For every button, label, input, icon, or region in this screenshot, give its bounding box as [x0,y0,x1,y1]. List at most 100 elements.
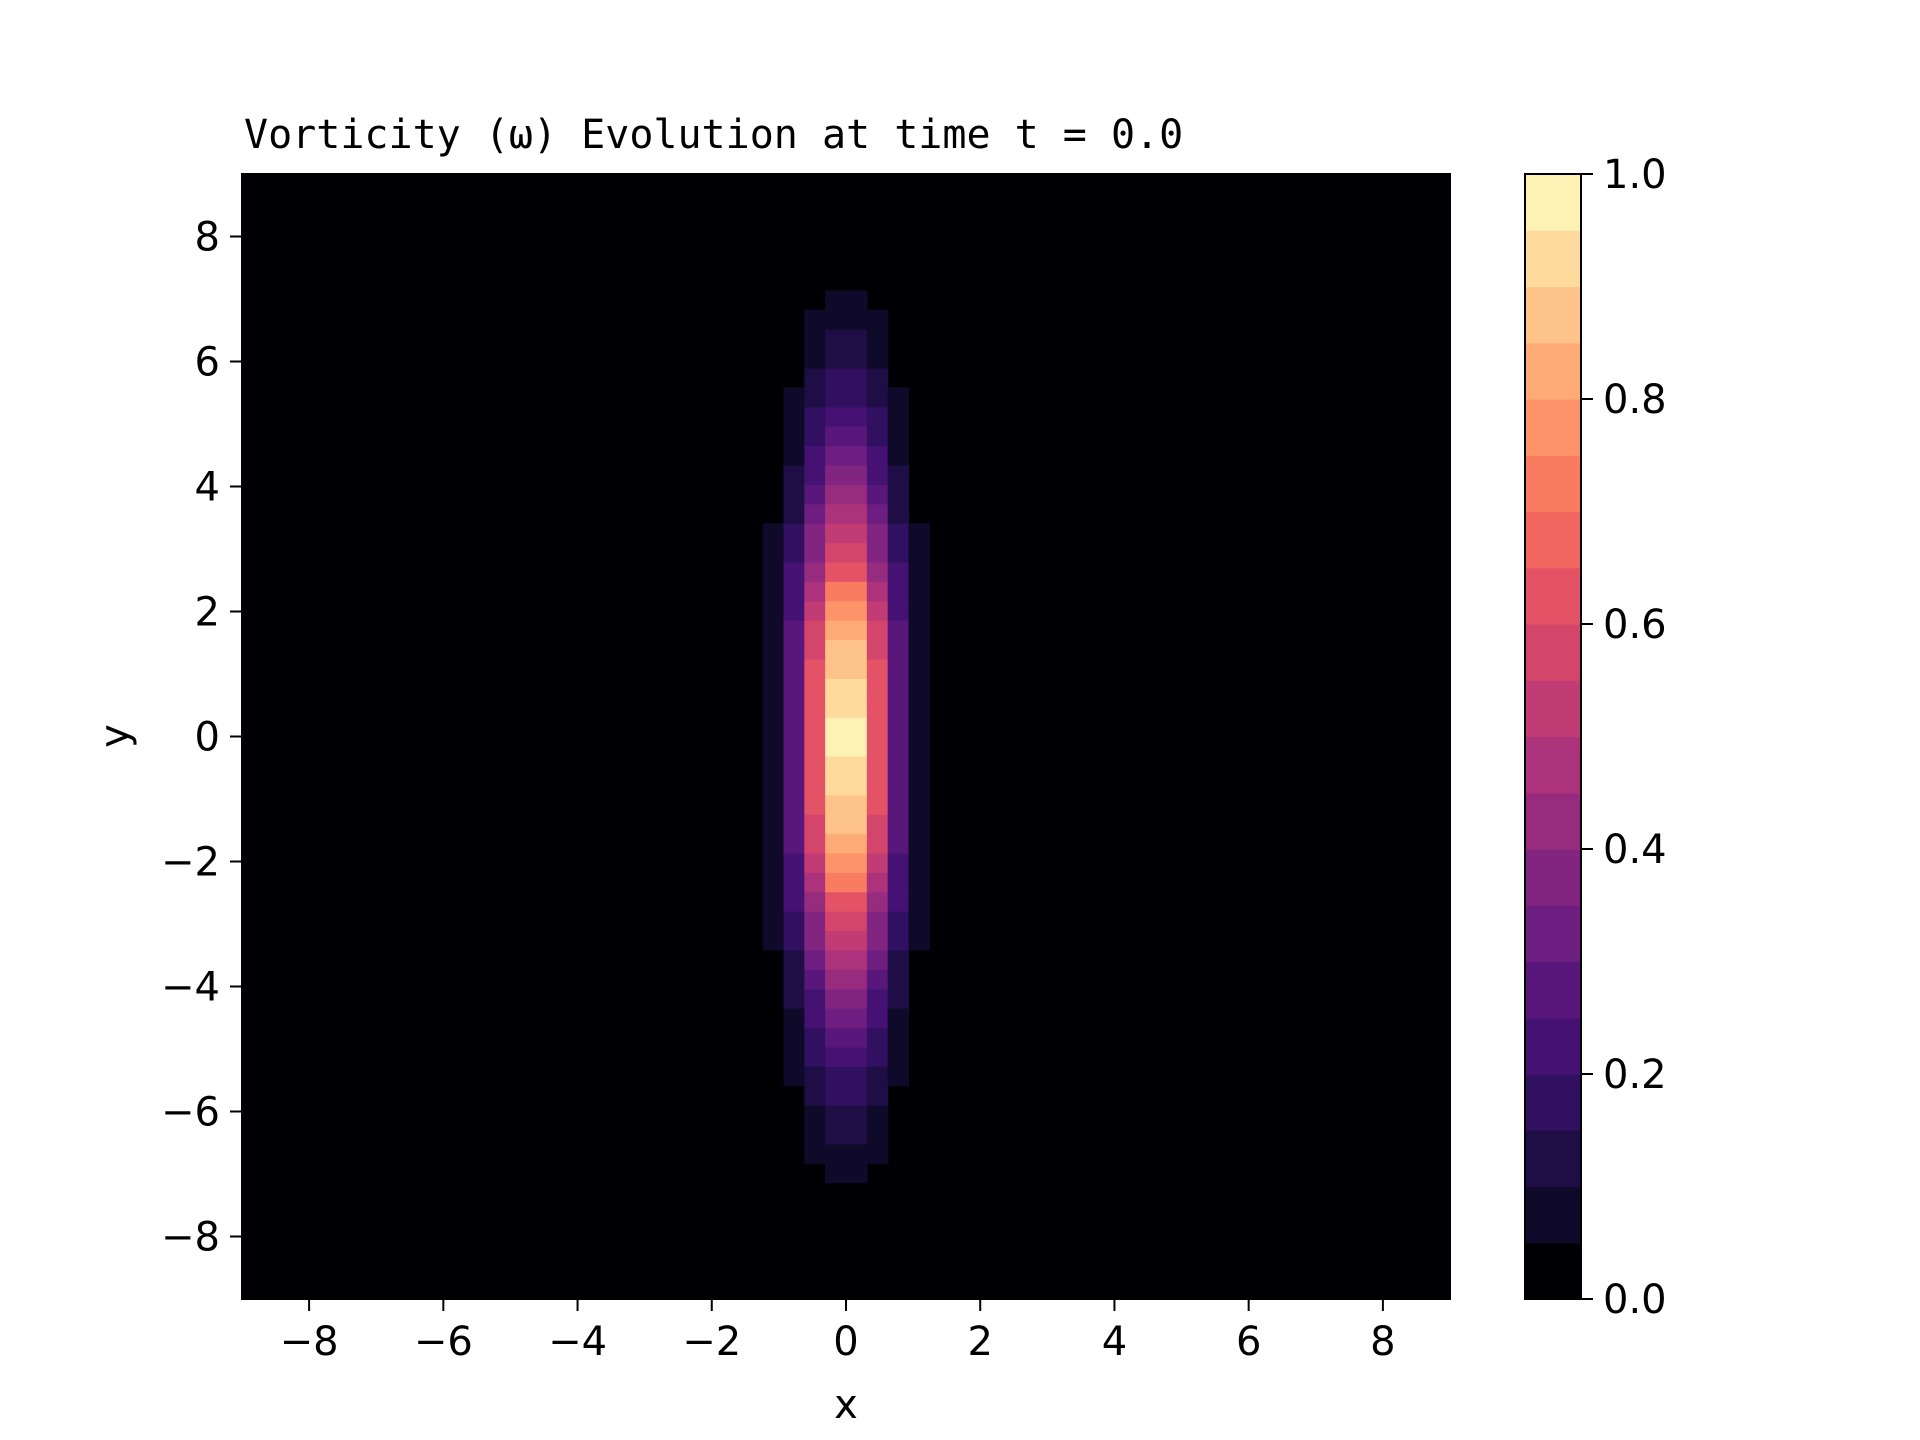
heatmap-cell [846,639,868,660]
heatmap-cell [866,464,889,485]
heatmap-cell [783,852,805,873]
heatmap-cell [887,639,910,660]
heatmap-cell [846,1066,868,1087]
heatmap-cell [866,814,889,835]
heatmap-cell [825,387,847,408]
heatmap-cell [762,736,785,757]
heatmap-cell [825,309,847,330]
heatmap-cell [783,1008,805,1029]
heatmap-cell [783,697,805,718]
colorbar-band [1525,736,1581,794]
heatmap-cell [846,814,868,835]
colorbar-band [1525,624,1581,681]
heatmap-cell [825,736,847,757]
heatmap-cell [887,523,910,544]
heatmap-cell [846,736,868,757]
heatmap-cell [825,872,847,893]
heatmap-cell [825,561,847,582]
heatmap-cell [804,1105,826,1126]
heatmap-cell [887,406,910,427]
heatmap-cell [804,1066,826,1087]
heatmap-cell [804,911,826,932]
heatmap-cell [887,426,910,447]
heatmap-cell [846,775,868,796]
heatmap-cell [783,988,805,1009]
heatmap-cell [846,852,868,873]
heatmap-cell [804,1046,826,1067]
colorbar-band [1525,1186,1581,1244]
heatmap-cell [762,620,785,641]
heatmap-cell [846,426,868,447]
heatmap-cell [783,600,805,621]
heatmap-cell [887,872,910,893]
colorbar-tick-label: 0.2 [1603,1052,1667,1098]
heatmap-cell [783,542,805,563]
heatmap-cell [846,1085,868,1106]
heatmap-cell [825,891,847,912]
heatmap-cell [866,969,889,990]
heatmap-cell [825,678,847,699]
heatmap-cell [846,911,868,932]
heatmap-cell [866,872,889,893]
heatmap-cell [908,523,930,544]
heatmap-cell [846,620,868,641]
y-tick-label: 0 [195,715,220,761]
heatmap-cell [762,755,785,776]
heatmap-cell [762,542,785,563]
heatmap-cell [783,445,805,466]
heatmap-cell [783,717,805,738]
heatmap-cell [783,503,805,524]
heatmap-cell [846,290,868,311]
heatmap-cell [825,988,847,1009]
heatmap-cell [908,581,930,602]
heatmap-cell [887,581,910,602]
heatmap-cell [887,930,910,951]
heatmap-cell [866,523,889,544]
heatmap-cell [866,736,889,757]
colorbar-band [1525,680,1581,738]
heatmap-cell [825,755,847,776]
y-tick-label: −6 [161,1090,220,1136]
heatmap-cell [887,969,910,990]
heatmap-cell [825,620,847,641]
heatmap-cell [762,678,785,699]
y-tick-label: −8 [161,1215,220,1261]
heatmap-cell [887,484,910,505]
chart-title: Vorticity (ω) Evolution at time t = 0.0 [244,112,1183,158]
heatmap-cell [783,775,805,796]
heatmap-cell [783,561,805,582]
heatmap-cell [804,503,826,524]
heatmap-cell [762,697,785,718]
heatmap-cell [846,678,868,699]
heatmap-cell [783,658,805,679]
colorbar-band [1525,1017,1581,1075]
heatmap-cell [846,464,868,485]
y-tick-label: −4 [161,965,220,1011]
heatmap-cell [762,717,785,738]
heatmap-cell [908,658,930,679]
colorbar-band [1525,1130,1581,1188]
x-axis-ticks: −8 −6 −4 −2 0 2 4 6 8 [280,1299,1396,1365]
heatmap-cell [908,930,930,951]
heatmap-cell [762,639,785,660]
heatmap-cell [866,503,889,524]
heatmap-cell [887,600,910,621]
heatmap-cell [825,1027,847,1048]
heatmap-cell [866,348,889,369]
heatmap-cell [887,697,910,718]
x-tick-label: 8 [1370,1319,1395,1365]
heatmap-cell [825,464,847,485]
heatmap-cell [825,1085,847,1106]
y-tick-label: 2 [195,590,220,636]
heatmap-cells [762,290,930,1184]
colorbar-band [1525,342,1581,400]
heatmap-cell [866,930,889,951]
heatmap-cell [804,1143,826,1164]
heatmap-cell [908,717,930,738]
heatmap-cell [762,833,785,854]
heatmap-cell [866,678,889,699]
heatmap-cell [762,561,785,582]
heatmap-cell [825,445,847,466]
heatmap-cell [804,736,826,757]
x-tick-label: −2 [682,1319,741,1365]
